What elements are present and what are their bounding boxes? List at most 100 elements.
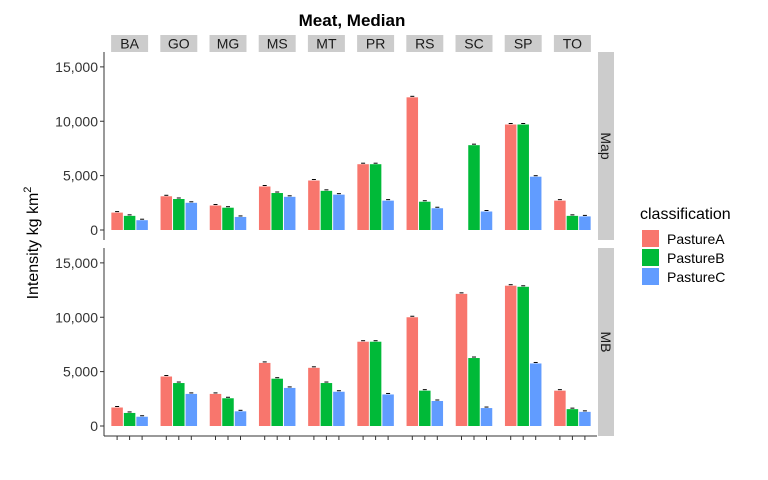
y-tick-label: 5,000 xyxy=(63,168,98,184)
bar-map-sc-pastureb xyxy=(468,145,480,230)
row-strip-map xyxy=(598,52,614,240)
bar-map-ba-pasturec xyxy=(136,220,148,230)
bar-mb-ba-pasturec xyxy=(136,416,148,426)
bar-map-sp-pastureb xyxy=(517,124,529,230)
bar-mb-mg-pasturea xyxy=(209,393,222,426)
column-strip-ms xyxy=(258,35,296,52)
bar-map-sp-pasturec xyxy=(529,176,542,230)
bar-mb-rs-pastureb xyxy=(419,390,431,426)
column-strip-label-pr: PR xyxy=(366,36,385,52)
bar-mb-ba-pastureb xyxy=(123,412,136,426)
bar-mb-go-pasturea xyxy=(160,376,173,426)
column-strip-label-ba: BA xyxy=(120,36,139,52)
bar-map-pr-pasturec xyxy=(382,200,394,230)
column-strip-mt xyxy=(307,35,345,52)
legend-key-pasturea xyxy=(642,230,659,247)
row-strip-label-mb: MB xyxy=(598,332,614,353)
bar-mb-to-pasturea xyxy=(554,390,566,426)
bar-mb-sp-pasturea xyxy=(504,285,517,426)
y-axis-label-text: Intensity kg km xyxy=(25,193,42,300)
bar-mb-to-pastureb xyxy=(566,409,579,426)
column-strip-go xyxy=(160,35,198,52)
bar-mb-rs-pasturea xyxy=(406,317,419,426)
column-strip-rs xyxy=(406,35,444,52)
bar-map-mg-pasturec xyxy=(234,216,247,230)
y-tick-label: 0 xyxy=(90,222,98,238)
bar-mb-sc-pasturea xyxy=(455,293,468,426)
y-axis-label: Intensity kg km2 xyxy=(22,187,42,300)
bar-map-to-pasturec xyxy=(579,216,591,230)
bar-mb-pr-pasturea xyxy=(357,341,369,426)
column-strip-sp xyxy=(504,35,542,52)
column-strip-label-sc: SC xyxy=(464,36,483,52)
bar-map-go-pasturea xyxy=(160,196,173,230)
bar-mb-sc-pastureb xyxy=(468,358,480,426)
bar-map-ba-pastureb xyxy=(123,215,136,230)
y-tick-label: 15,000 xyxy=(55,59,98,75)
bar-mb-pr-pasturec xyxy=(382,394,394,426)
plot-layer: BA GO MG MS MT PR RS SC SP TO Map 0 5,000 10,000 15,00… xyxy=(55,35,614,440)
bar-mb-to-pasturec xyxy=(579,411,591,426)
bar-map-mt-pasturec xyxy=(333,194,345,230)
bar-mb-go-pasturec xyxy=(185,393,198,426)
bar-map-ms-pastureb xyxy=(271,193,283,230)
bar-map-ba-pasturea xyxy=(111,212,123,230)
bar-map-go-pastureb xyxy=(173,199,185,230)
legend: classification PastureA PastureB PastureC xyxy=(640,206,731,285)
bar-map-go-pasturec xyxy=(185,202,198,230)
bar-map-ms-pasturec xyxy=(283,196,296,230)
bar-mb-sp-pasturec xyxy=(529,363,542,426)
bar-mb-mg-pastureb xyxy=(222,398,234,426)
y-tick-label: 10,000 xyxy=(55,113,98,129)
column-strip-sc xyxy=(455,35,493,52)
column-strip-to xyxy=(553,35,591,52)
column-strip-label-to: TO xyxy=(563,36,582,52)
bar-mb-mt-pasturea xyxy=(308,367,320,426)
bar-mb-sc-pasturec xyxy=(480,408,493,426)
bar-map-rs-pasturec xyxy=(431,208,444,230)
row-strip-label-map: Map xyxy=(598,132,614,159)
y-tick-label: 0 xyxy=(90,418,98,434)
bar-mb-mg-pasturec xyxy=(234,411,247,426)
legend-label-pastureb: PastureB xyxy=(667,250,725,266)
bar-map-rs-pastureb xyxy=(419,201,431,230)
bar-map-mt-pastureb xyxy=(320,190,333,230)
column-strip-pr xyxy=(357,35,395,52)
legend-label-pasturea: PastureA xyxy=(667,231,725,247)
column-strip-label-sp: SP xyxy=(514,36,533,52)
bar-map-to-pastureb xyxy=(566,215,579,230)
bar-mb-ms-pasturea xyxy=(258,362,271,426)
bar-mb-mt-pasturec xyxy=(333,391,345,426)
bar-mb-pr-pastureb xyxy=(369,341,382,426)
bar-mb-sp-pastureb xyxy=(517,286,529,426)
legend-key-pasturec xyxy=(642,268,659,285)
bar-map-to-pasturea xyxy=(554,200,566,230)
bar-map-rs-pasturea xyxy=(406,97,419,230)
bar-map-pr-pasturea xyxy=(357,164,369,230)
legend-key-pastureb xyxy=(642,249,659,266)
bar-map-pr-pastureb xyxy=(369,164,382,230)
bar-map-mg-pastureb xyxy=(222,207,234,230)
bar-map-mg-pasturea xyxy=(209,205,222,230)
bar-map-sc-pasturec xyxy=(480,211,493,230)
row-strip-mb xyxy=(598,248,614,436)
legend-title: classification xyxy=(640,206,731,223)
bar-map-mt-pasturea xyxy=(308,180,320,230)
column-strip-label-mg: MG xyxy=(217,36,240,52)
bar-mb-ba-pasturea xyxy=(111,407,123,426)
column-strip-mg xyxy=(209,35,247,52)
chart-title: Meat, Median xyxy=(299,11,406,30)
bar-mb-ms-pasturec xyxy=(283,387,296,426)
y-tick-label: 15,000 xyxy=(55,255,98,271)
column-strip-label-rs: RS xyxy=(415,36,434,52)
y-axis-label-superscript: 2 xyxy=(22,187,34,193)
bar-map-ms-pasturea xyxy=(258,186,271,230)
column-strip-label-ms: MS xyxy=(267,36,288,52)
column-strip-label-go: GO xyxy=(168,36,190,52)
bar-mb-ms-pastureb xyxy=(271,378,283,426)
bar-mb-rs-pasturec xyxy=(431,400,444,426)
y-tick-label: 10,000 xyxy=(55,309,98,325)
column-strip-ba xyxy=(111,35,149,52)
y-tick-label: 5,000 xyxy=(63,364,98,380)
